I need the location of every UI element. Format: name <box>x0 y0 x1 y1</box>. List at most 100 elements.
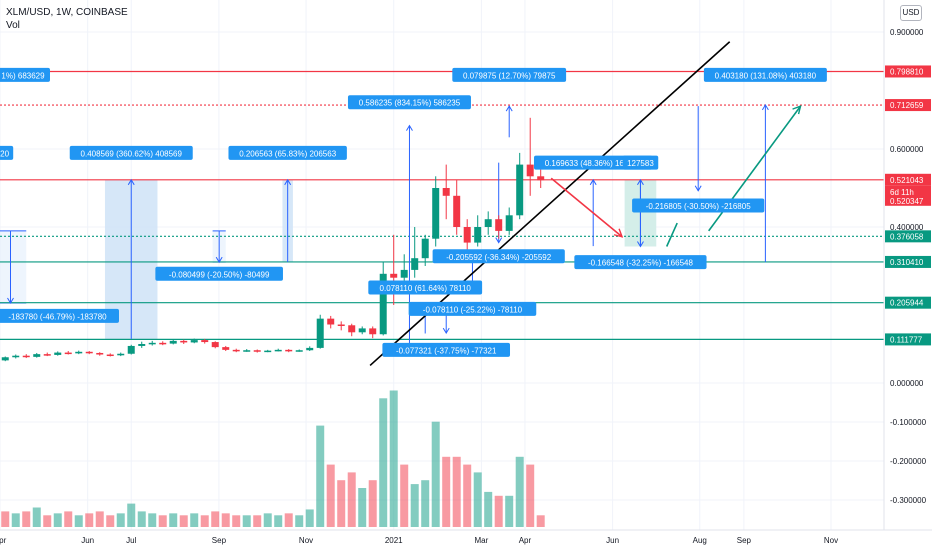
volume-bar <box>400 464 409 527</box>
trend-arrow-head <box>792 104 802 115</box>
y-tick-label: 0.600000 <box>890 145 924 154</box>
volume-bar <box>389 390 398 527</box>
x-tick-label: Jun <box>81 536 94 545</box>
candle-body <box>295 350 303 352</box>
volume-bar <box>43 515 52 527</box>
level-price-tag <box>885 255 931 268</box>
volume-bar <box>179 515 188 527</box>
measure-label: -0.205592 (-36.34%) -205592 <box>432 249 565 264</box>
candle-body <box>285 349 293 352</box>
candle-body <box>232 349 240 352</box>
x-tick-label: Jul <box>126 536 136 545</box>
candle-body <box>33 354 41 357</box>
volume-bar <box>11 513 20 527</box>
level-price-label: 0.205944 <box>890 299 924 308</box>
measure-label: -183780 (-46.79%) -183780 <box>0 308 119 323</box>
candle-body <box>369 328 377 335</box>
y-tick-label: -0.100000 <box>890 418 927 427</box>
x-tick-label: Nov <box>824 536 838 545</box>
measure-label-bg <box>69 145 193 160</box>
measure-arrow-head <box>442 327 450 335</box>
measure-label-text: -0.216805 (-30.50%) -216805 <box>646 202 752 211</box>
x-tick-label: Mar <box>474 536 488 545</box>
candle-body <box>358 328 366 333</box>
measure-label-bg <box>0 67 50 82</box>
measure-label-text: -0.077321 (-37.75%) -77321 <box>396 346 497 355</box>
axis-extra-label: 6d 11h <box>890 188 914 197</box>
measure-label-text: -0.080499 (-20.50%) -80499 <box>169 270 270 279</box>
level-price-tag <box>885 296 931 309</box>
measure-label-bg <box>408 301 537 316</box>
candle-body <box>169 340 177 344</box>
measure-label: 0.078110 (61.64%) 78110 <box>368 280 483 295</box>
candle-body <box>127 345 135 354</box>
measure-label-text: -0.205592 (-36.34%) -205592 <box>446 253 552 262</box>
level-price-label: 0.798810 <box>890 67 924 76</box>
volume-bar <box>53 513 62 527</box>
candle-body <box>64 352 72 355</box>
volume-bar <box>169 513 178 527</box>
y-tick-label: -0.200000 <box>890 457 927 466</box>
measure-label-bg <box>0 308 119 323</box>
plot-area: 0.408569 (360.62%) 408569 0.206563 (65.83… <box>0 0 884 530</box>
candle-body <box>43 354 51 356</box>
volume-bar <box>442 456 451 527</box>
y-tick-label: 0.400000 <box>890 223 924 232</box>
volume-bar <box>1 511 10 527</box>
volume-bar <box>22 511 31 527</box>
volume-bar <box>463 464 472 527</box>
trend-line <box>550 177 623 238</box>
measure-label-text: -0.078110 (-25.22%) -78110 <box>423 305 523 314</box>
candle-body <box>306 347 314 351</box>
level-price-tag <box>885 65 931 78</box>
level-price-tag <box>885 333 931 346</box>
volume-bar <box>337 480 346 527</box>
candle-body <box>453 195 461 227</box>
measure-label-bg <box>155 266 283 281</box>
x-tick-label: Sep <box>737 536 752 545</box>
volume-bar <box>232 515 241 527</box>
candle-body <box>411 258 419 270</box>
volume-bar <box>64 511 73 527</box>
volume-bar <box>515 456 524 527</box>
candle-body <box>348 325 356 333</box>
volume-bar <box>536 515 545 527</box>
candle-body <box>222 347 230 350</box>
currency-button[interactable]: USD <box>900 5 922 21</box>
volume-bar <box>148 513 157 527</box>
candle-body <box>390 273 398 278</box>
measure-label-text: 1%) 683629 <box>1 71 45 80</box>
candle-body <box>526 164 534 177</box>
candle-body <box>337 324 345 326</box>
candle-body <box>442 188 450 196</box>
measure-label: 0.586235 (834.15%) 586235 <box>347 95 471 110</box>
x-tick-label: Aug <box>693 536 707 545</box>
volume-bar <box>158 515 167 527</box>
measure-label-text: 0.403180 (131.08%) 403180 <box>715 71 817 80</box>
measure-arrow-head <box>127 178 135 186</box>
measure-arrow-head <box>7 297 14 305</box>
measure-label-text: 0.169633 (48.36%) 169633 <box>545 159 643 168</box>
candle-body <box>516 164 524 216</box>
measure-label-bg <box>0 145 14 160</box>
volume-bar <box>190 513 199 527</box>
level-price-tag <box>885 99 931 112</box>
measure-label-bg <box>574 255 707 270</box>
measure-label-bg <box>432 249 565 264</box>
y-tick-label: 0.000000 <box>890 379 924 388</box>
volume-bar <box>242 515 251 527</box>
measure-label-bg <box>703 67 827 82</box>
measure-label-text: 127583 <box>627 159 654 168</box>
candle-body <box>138 344 146 346</box>
trend-line <box>665 222 678 247</box>
volume-bar <box>253 515 262 527</box>
measure-label-bg <box>452 67 567 82</box>
candle-body <box>201 340 209 343</box>
volume-bar <box>431 421 440 527</box>
level-price-label: 0.376058 <box>890 232 924 241</box>
volume-bar <box>284 513 293 527</box>
y-tick-label: -0.300000 <box>890 496 927 505</box>
measure-label: -0.080499 (-20.50%) -80499 <box>155 266 283 281</box>
candle-body <box>243 350 251 352</box>
